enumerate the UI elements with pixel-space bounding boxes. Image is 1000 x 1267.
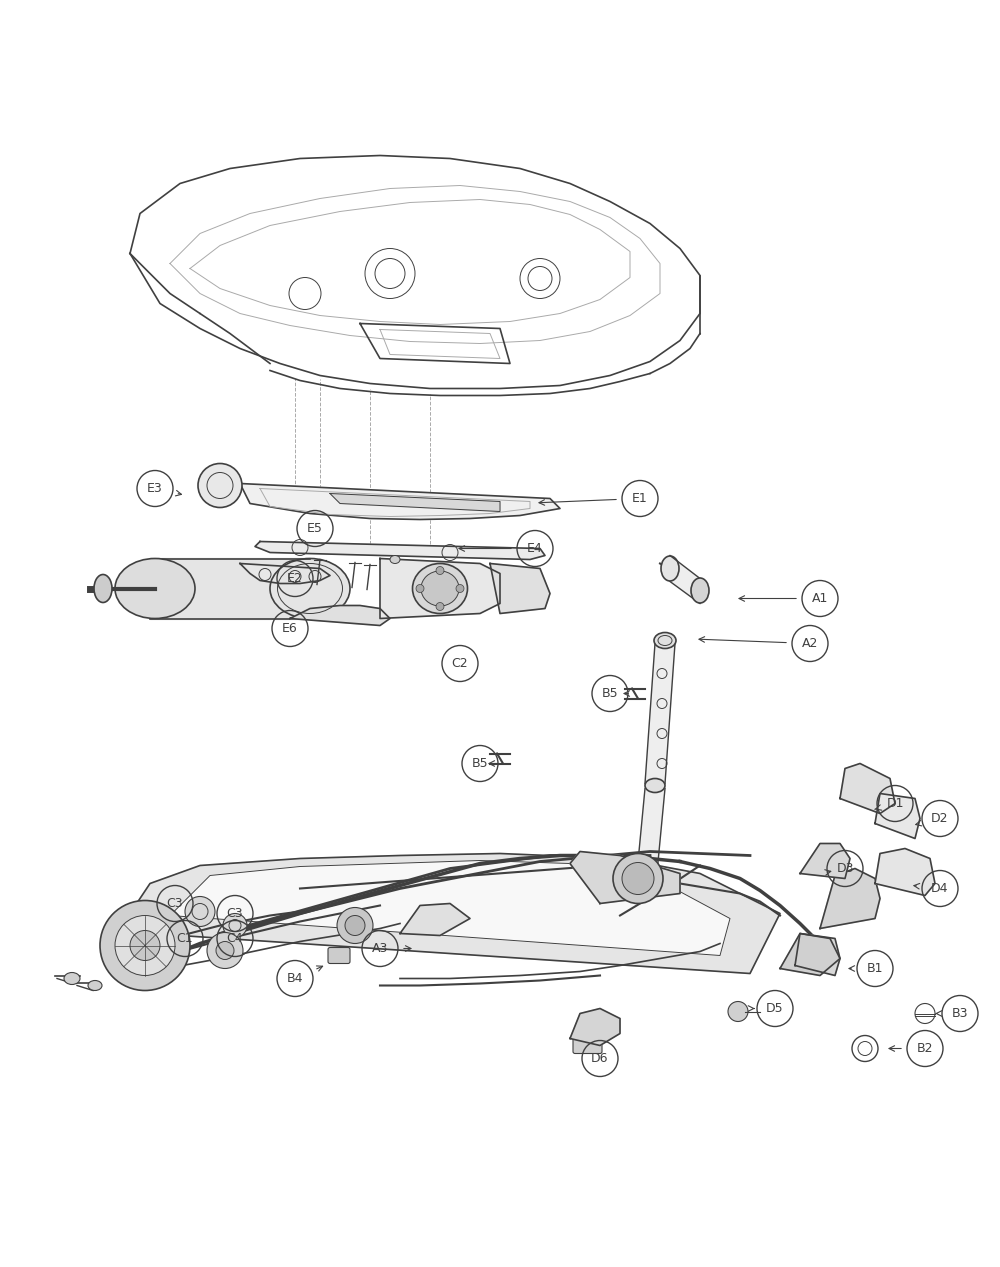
Polygon shape: [795, 934, 840, 976]
Circle shape: [100, 901, 190, 991]
Text: E4: E4: [527, 542, 543, 555]
Polygon shape: [800, 844, 850, 878]
Text: B2: B2: [917, 1041, 933, 1055]
Circle shape: [130, 930, 160, 960]
Circle shape: [416, 584, 424, 593]
Text: B5: B5: [602, 687, 618, 699]
Circle shape: [216, 941, 234, 959]
Polygon shape: [170, 860, 730, 955]
Polygon shape: [840, 764, 895, 813]
Polygon shape: [875, 793, 920, 839]
FancyBboxPatch shape: [573, 1034, 602, 1053]
Polygon shape: [570, 1009, 620, 1045]
Circle shape: [436, 603, 444, 611]
Polygon shape: [130, 854, 780, 973]
Text: E6: E6: [282, 622, 298, 635]
Polygon shape: [635, 788, 665, 893]
Ellipse shape: [88, 981, 102, 991]
Text: A2: A2: [802, 637, 818, 650]
Ellipse shape: [421, 571, 459, 606]
Polygon shape: [330, 494, 500, 512]
Circle shape: [198, 464, 242, 508]
Circle shape: [185, 897, 215, 926]
Text: C1: C1: [177, 933, 193, 945]
Polygon shape: [400, 903, 470, 935]
Polygon shape: [645, 644, 675, 783]
Text: B4: B4: [287, 972, 303, 984]
Polygon shape: [820, 868, 880, 929]
Polygon shape: [380, 559, 500, 618]
Text: D4: D4: [931, 882, 949, 895]
Text: A1: A1: [812, 592, 828, 606]
Circle shape: [436, 566, 444, 574]
Ellipse shape: [94, 574, 112, 603]
Ellipse shape: [413, 564, 468, 613]
Text: C3: C3: [227, 907, 243, 920]
Text: D2: D2: [931, 812, 949, 825]
Text: A3: A3: [372, 941, 388, 955]
Text: D1: D1: [886, 797, 904, 810]
Text: B1: B1: [867, 962, 883, 976]
Circle shape: [622, 863, 654, 895]
Polygon shape: [240, 564, 330, 584]
Polygon shape: [490, 564, 550, 613]
Text: B5: B5: [472, 756, 488, 770]
Ellipse shape: [654, 632, 676, 649]
Circle shape: [456, 584, 464, 593]
Text: C4: C4: [227, 933, 243, 945]
Polygon shape: [670, 555, 700, 603]
Ellipse shape: [645, 778, 665, 792]
Text: D3: D3: [836, 862, 854, 875]
Ellipse shape: [270, 559, 350, 618]
Ellipse shape: [390, 555, 400, 564]
Polygon shape: [240, 484, 560, 519]
Text: C2: C2: [452, 658, 468, 670]
Polygon shape: [875, 849, 935, 896]
Text: D6: D6: [591, 1052, 609, 1066]
Text: E1: E1: [632, 492, 648, 506]
Circle shape: [728, 1001, 748, 1021]
Polygon shape: [150, 559, 310, 618]
Text: D5: D5: [766, 1002, 784, 1015]
Circle shape: [345, 916, 365, 935]
Circle shape: [337, 907, 373, 944]
Circle shape: [223, 914, 247, 938]
Text: B3: B3: [952, 1007, 968, 1020]
Polygon shape: [255, 541, 545, 560]
Ellipse shape: [691, 578, 709, 603]
Ellipse shape: [64, 973, 80, 984]
Circle shape: [207, 933, 243, 968]
Text: E5: E5: [307, 522, 323, 535]
Polygon shape: [290, 606, 390, 626]
Polygon shape: [570, 851, 680, 903]
Circle shape: [613, 854, 663, 903]
Circle shape: [115, 916, 175, 976]
Ellipse shape: [661, 556, 679, 582]
Text: C3: C3: [167, 897, 183, 910]
FancyBboxPatch shape: [328, 948, 350, 963]
Text: E2: E2: [287, 571, 303, 585]
Polygon shape: [780, 934, 840, 976]
Text: E3: E3: [147, 481, 163, 495]
Ellipse shape: [115, 559, 195, 618]
